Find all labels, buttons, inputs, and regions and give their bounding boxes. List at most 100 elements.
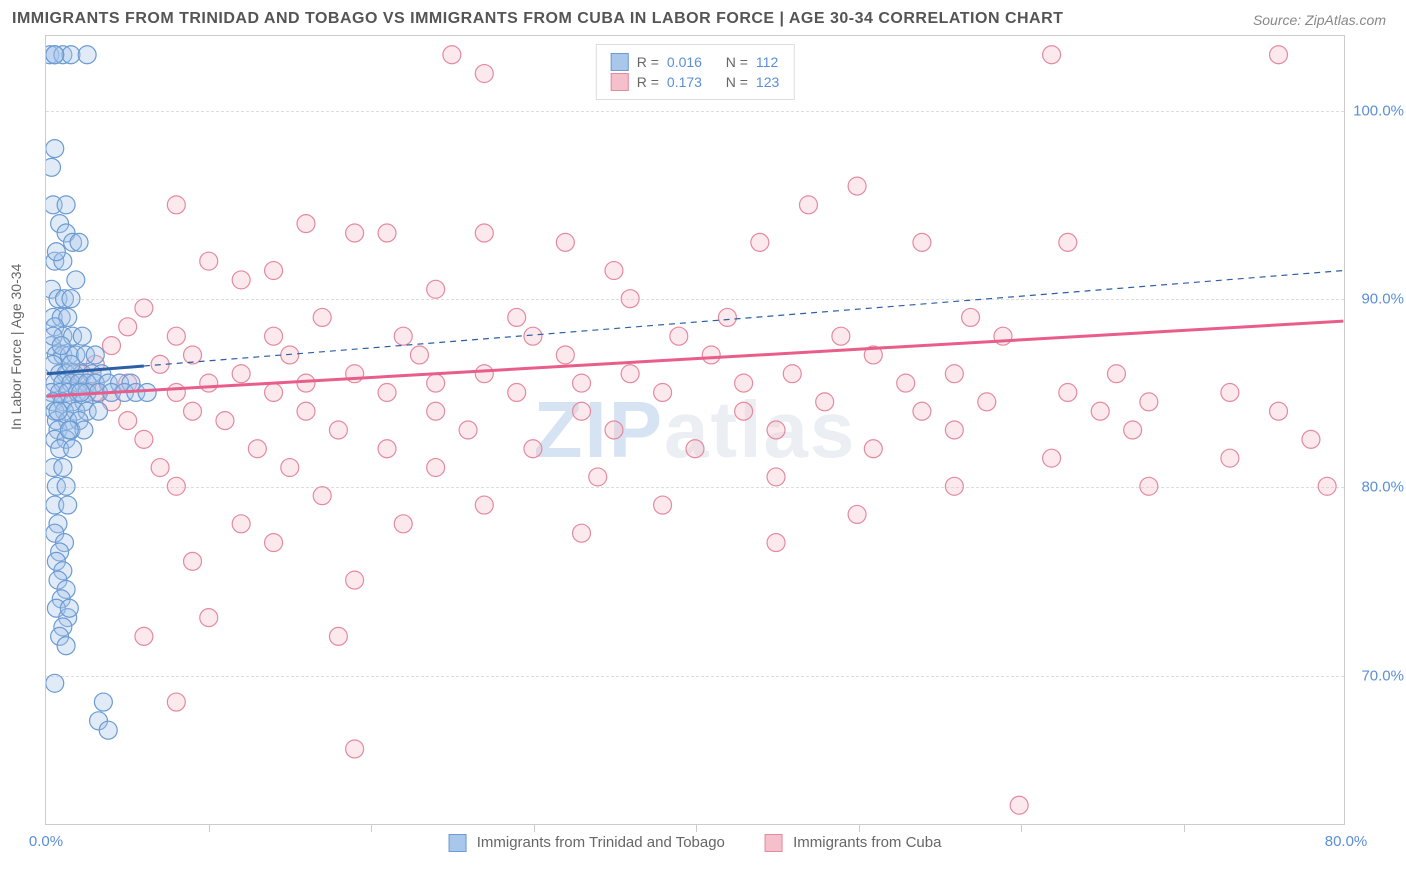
xtick-minor <box>859 824 860 832</box>
xtick-minor <box>534 824 535 832</box>
scatter-point <box>427 280 445 298</box>
scatter-point <box>1043 46 1061 64</box>
scatter-point <box>167 327 185 345</box>
legend-swatch-series-b <box>765 834 783 852</box>
scatter-point <box>767 534 785 552</box>
scatter-point <box>184 552 202 570</box>
chart-container: IMMIGRANTS FROM TRINIDAD AND TOBAGO VS I… <box>0 0 1406 892</box>
scatter-point <box>297 402 315 420</box>
scatter-point <box>832 327 850 345</box>
trendline-b <box>47 321 1344 396</box>
scatter-point <box>135 430 153 448</box>
scatter-point <box>297 374 315 392</box>
scatter-point <box>1059 233 1077 251</box>
scatter-point <box>346 740 364 758</box>
scatter-point <box>52 337 70 355</box>
scatter-point <box>378 224 396 242</box>
legend-swatch-a <box>611 53 629 71</box>
legend-row-a: R = 0.016 N = 112 <box>611 53 780 71</box>
legend-swatch-b <box>611 73 629 91</box>
source-label: Source: ZipAtlas.com <box>1253 12 1386 28</box>
scatter-point <box>232 271 250 289</box>
scatter-point <box>475 224 493 242</box>
scatter-point <box>62 290 80 308</box>
xtick-minor <box>1184 824 1185 832</box>
scatter-point <box>57 477 75 495</box>
scatter-point <box>73 327 91 345</box>
scatter-point <box>1302 430 1320 448</box>
scatter-point <box>46 46 64 64</box>
scatter-point <box>1091 402 1109 420</box>
scatter-point <box>524 327 542 345</box>
scatter-point <box>605 421 623 439</box>
plot-svg <box>46 36 1344 824</box>
scatter-point <box>135 627 153 645</box>
ytick-label: 100.0% <box>1353 103 1404 120</box>
scatter-point <box>265 327 283 345</box>
scatter-point <box>556 233 574 251</box>
scatter-point <box>346 571 364 589</box>
scatter-point <box>329 421 347 439</box>
scatter-point <box>573 524 591 542</box>
scatter-point <box>135 299 153 317</box>
scatter-point <box>46 140 64 158</box>
scatter-point <box>297 215 315 233</box>
scatter-point <box>46 674 64 692</box>
scatter-point <box>67 271 85 289</box>
scatter-point <box>60 599 78 617</box>
legend-series: Immigrants from Trinidad and Tobago Immi… <box>449 834 942 852</box>
scatter-point <box>1043 449 1061 467</box>
scatter-point <box>1221 449 1239 467</box>
scatter-point <box>313 487 331 505</box>
scatter-point <box>864 440 882 458</box>
scatter-point <box>702 346 720 364</box>
scatter-point <box>508 383 526 401</box>
scatter-point <box>1010 796 1028 814</box>
scatter-point <box>475 365 493 383</box>
scatter-point <box>99 721 117 739</box>
scatter-point <box>897 374 915 392</box>
scatter-point <box>427 459 445 477</box>
scatter-point <box>60 421 78 439</box>
scatter-point <box>346 224 364 242</box>
scatter-point <box>524 440 542 458</box>
scatter-point <box>200 252 218 270</box>
y-axis-label: In Labor Force | Age 30-34 <box>8 264 24 430</box>
scatter-point <box>1270 402 1288 420</box>
xtick-minor <box>696 824 697 832</box>
scatter-point <box>1221 383 1239 401</box>
xtick-minor <box>371 824 372 832</box>
scatter-point <box>945 477 963 495</box>
scatter-point <box>394 515 412 533</box>
xtick-label: 0.0% <box>29 833 63 850</box>
scatter-point <box>605 262 623 280</box>
scatter-point <box>686 440 704 458</box>
scatter-point <box>670 327 688 345</box>
scatter-point <box>427 374 445 392</box>
scatter-point <box>913 402 931 420</box>
xtick-minor <box>209 824 210 832</box>
scatter-point <box>945 365 963 383</box>
scatter-point <box>767 468 785 486</box>
scatter-point <box>848 505 866 523</box>
scatter-point <box>200 609 218 627</box>
scatter-point <box>799 196 817 214</box>
scatter-point <box>70 233 88 251</box>
scatter-point <box>248 440 266 458</box>
scatter-point <box>394 327 412 345</box>
scatter-point <box>265 534 283 552</box>
scatter-point <box>573 374 591 392</box>
scatter-point <box>62 46 80 64</box>
scatter-point <box>589 468 607 486</box>
plot-area: ZIPatlas R = 0.016 N = 112 R = 0.173 N =… <box>45 35 1345 825</box>
scatter-point <box>718 308 736 326</box>
scatter-point <box>443 46 461 64</box>
scatter-point <box>913 233 931 251</box>
scatter-point <box>573 402 591 420</box>
scatter-point <box>508 308 526 326</box>
scatter-point <box>816 393 834 411</box>
scatter-point <box>138 383 156 401</box>
scatter-point <box>119 412 137 430</box>
scatter-point <box>167 477 185 495</box>
scatter-point <box>783 365 801 383</box>
